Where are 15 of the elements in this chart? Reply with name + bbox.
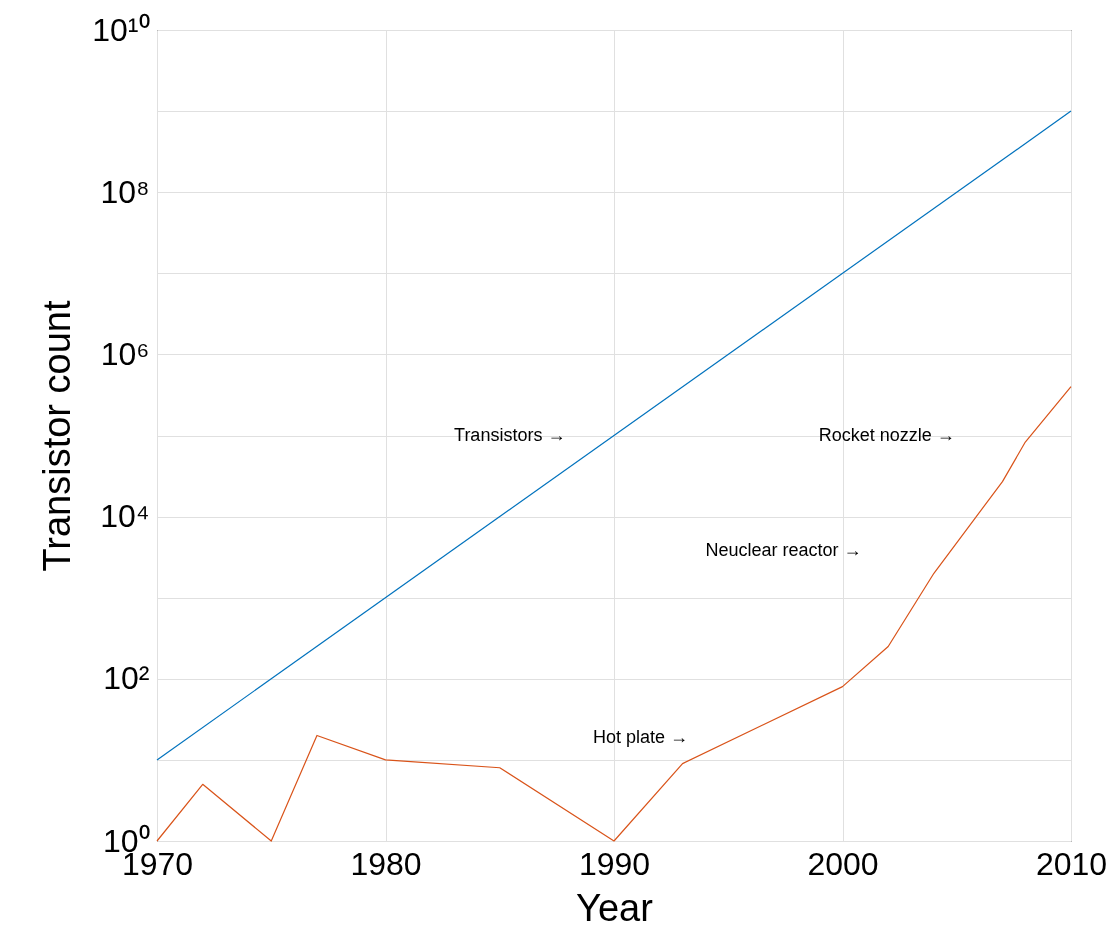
y-tick-label: 10⁴ bbox=[100, 498, 150, 535]
y-tick-label: 10⁶ bbox=[100, 335, 150, 372]
y-axis-title: Transistor count bbox=[36, 300, 79, 572]
annotation: Hot plate → bbox=[592, 727, 689, 747]
x-tick-label: 1990 bbox=[578, 845, 651, 882]
y-tick-label: 10¹⁰ bbox=[92, 11, 150, 48]
x-tick-label: 1980 bbox=[350, 845, 422, 882]
annotation: Transistors → bbox=[454, 424, 566, 445]
y-tick-label: 10² bbox=[103, 660, 150, 697]
x-tick-label: 2000 bbox=[807, 845, 879, 882]
annotation: Neuclear reactor → bbox=[705, 540, 862, 561]
y-tick-label: 10⁸ bbox=[100, 173, 150, 210]
annotation: Rocket nozzle → bbox=[818, 424, 955, 445]
x-tick-label: 2010 bbox=[1035, 845, 1108, 882]
x-axis-title: Year bbox=[576, 886, 654, 929]
